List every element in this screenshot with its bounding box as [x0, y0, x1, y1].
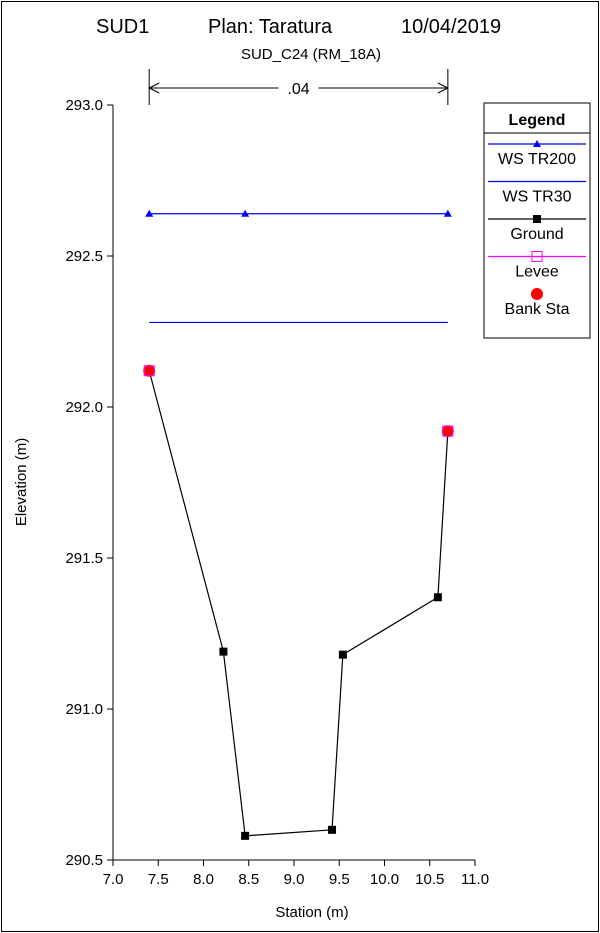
legend-title: Legend: [509, 112, 566, 129]
x-tick-label: 7.0: [103, 871, 124, 888]
series-levee: [143, 365, 454, 437]
x-tick-label: 11.0: [461, 871, 489, 888]
bank-sta-point: [441, 425, 454, 438]
ground-point: [241, 831, 250, 840]
ground-line: [148, 370, 449, 837]
levee-point: [442, 425, 454, 437]
ws-tr200-point: [443, 209, 452, 217]
y-tick-label: 292.5: [65, 248, 103, 265]
series-ground: [145, 366, 452, 840]
x-tick-label: 8.5: [238, 871, 259, 888]
legend-items: WS TR200 WS TR30 Ground Levee Bank Sta: [488, 140, 586, 318]
bank-sta-point: [143, 364, 156, 377]
project-title: SUD1: [96, 16, 149, 38]
manning-arrowhead-right: [437, 82, 449, 94]
y-tick-label: 290.5: [65, 852, 103, 869]
y-axis-label: Elevation (m): [13, 438, 30, 526]
ground-point: [328, 825, 337, 834]
x-tick-label: 8.0: [193, 871, 214, 888]
x-ticks: 7.0 7.5 8.0 8.5 9.0 9.5 10.0 10.5 11.0: [103, 860, 489, 888]
legend-swatch-marker: [531, 288, 543, 300]
y-tick-label: 293.0: [65, 97, 103, 114]
legend-item-levee: Levee: [488, 251, 586, 281]
ground-point: [219, 647, 228, 656]
legend-label: Bank Sta: [505, 301, 570, 318]
legend-label: Levee: [515, 264, 559, 281]
legend-swatch-marker: [533, 140, 541, 147]
y-tick-label: 291.0: [65, 701, 103, 718]
ws-tr200-point: [241, 209, 250, 217]
manning-arrowhead-left: [148, 82, 160, 94]
x-tick-label: 10.0: [370, 871, 399, 888]
legend-label: WS TR200: [498, 151, 576, 168]
legend-swatch-marker: [531, 251, 543, 262]
chart-subtitle: SUD_C24 (RM_18A): [241, 46, 381, 63]
legend-item-ws-tr200: WS TR200: [488, 140, 586, 168]
legend-label: Ground: [510, 226, 563, 243]
ground-point: [338, 650, 347, 659]
legend-item-bank-sta: Bank Sta: [505, 288, 570, 318]
legend-item-ws-tr30: WS TR30: [488, 180, 586, 206]
date-title: 10/04/2019: [401, 16, 501, 38]
legend: Legend WS TR200 WS TR30 Ground Levee Bank St…: [483, 102, 591, 339]
x-axis-label: Station (m): [275, 904, 348, 921]
manning-label: .04: [287, 81, 309, 98]
plan-title: Plan: Taratura: [208, 16, 333, 38]
series-bank-sta: [143, 364, 454, 438]
series-ws-tr200: [145, 209, 452, 217]
legend-label: WS TR30: [502, 189, 571, 206]
ground-point: [433, 593, 442, 602]
y-tick-label: 291.5: [65, 550, 103, 567]
x-tick-label: 9.0: [284, 871, 305, 888]
legend-item-ground: Ground: [488, 215, 586, 243]
y-ticks: 290.5 291.0 291.5 292.0 292.5 293.0: [65, 97, 113, 869]
ws-tr200-point: [145, 209, 154, 217]
y-tick-label: 292.0: [65, 399, 103, 416]
x-tick-label: 10.5: [415, 871, 444, 888]
levee-point: [143, 365, 155, 377]
manning-annotation: .04: [148, 69, 449, 105]
x-tick-label: 9.5: [329, 871, 350, 888]
plot-area: [143, 209, 454, 840]
legend-swatch-marker: [533, 215, 541, 223]
x-tick-label: 7.5: [148, 871, 169, 888]
